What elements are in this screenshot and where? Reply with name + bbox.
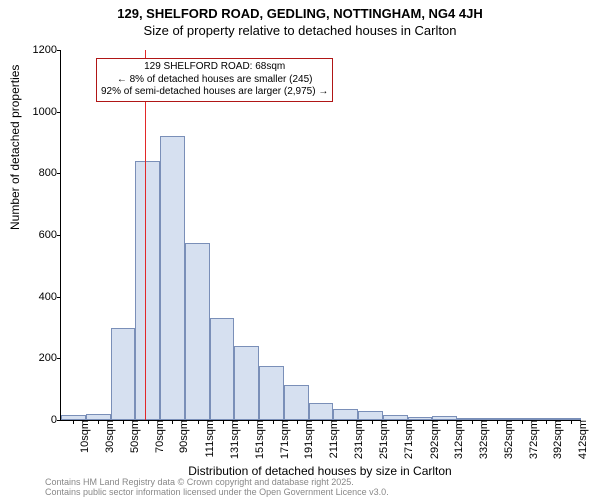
xtick-mark — [198, 420, 199, 424]
y-axis-label: Number of detached properties — [8, 65, 22, 230]
xtick-mark — [297, 420, 298, 424]
xtick-mark — [397, 420, 398, 424]
histogram-bar — [482, 418, 507, 420]
xtick-mark — [172, 420, 173, 424]
xtick-mark — [322, 420, 323, 424]
xtick-label: 412sqm — [575, 420, 589, 459]
annotation-line-2: ← 8% of detached houses are smaller (245… — [101, 74, 328, 87]
xtick-label: 30sqm — [102, 420, 116, 453]
x-axis-label: Distribution of detached houses by size … — [60, 464, 580, 478]
xtick-label: 251sqm — [376, 420, 390, 459]
histogram-bar — [160, 136, 185, 420]
xtick-label: 231sqm — [351, 420, 365, 459]
xtick-label: 352sqm — [501, 420, 515, 459]
xtick-label: 70sqm — [152, 420, 166, 453]
xtick-label: 10sqm — [77, 420, 91, 453]
histogram-bar — [309, 403, 334, 420]
footer-attribution: Contains HM Land Registry data © Crown c… — [45, 478, 389, 498]
histogram-bar — [259, 366, 284, 420]
xtick-label: 312sqm — [451, 420, 465, 459]
histogram-bar — [333, 409, 358, 420]
histogram-bar — [185, 243, 210, 420]
xtick-mark — [273, 420, 274, 424]
xtick-label: 211sqm — [326, 420, 340, 458]
histogram-bar — [61, 415, 86, 420]
histogram-bar — [284, 385, 309, 420]
ytick-label: 400 — [39, 291, 61, 303]
xtick-mark — [148, 420, 149, 424]
histogram-bar — [507, 418, 532, 420]
histogram-bar — [210, 318, 235, 420]
histogram-bar — [358, 411, 383, 420]
xtick-mark — [472, 420, 473, 424]
xtick-mark — [447, 420, 448, 424]
xtick-label: 151sqm — [252, 420, 266, 459]
xtick-label: 90sqm — [176, 420, 190, 453]
xtick-mark — [423, 420, 424, 424]
xtick-mark — [571, 420, 572, 424]
xtick-label: 292sqm — [427, 420, 441, 459]
xtick-mark — [372, 420, 373, 424]
histogram-bar — [111, 328, 136, 421]
xtick-label: 50sqm — [127, 420, 141, 453]
annotation-callout: 129 SHELFORD ROAD: 68sqm← 8% of detached… — [96, 58, 333, 102]
xtick-label: 271sqm — [401, 420, 415, 459]
ytick-label: 1200 — [33, 44, 61, 56]
xtick-mark — [98, 420, 99, 424]
xtick-mark — [546, 420, 547, 424]
ytick-label: 200 — [39, 352, 61, 364]
xtick-mark — [347, 420, 348, 424]
histogram-bar — [135, 161, 160, 420]
property-marker-line — [145, 50, 146, 420]
xtick-label: 332sqm — [476, 420, 490, 459]
xtick-mark — [522, 420, 523, 424]
annotation-line-1: 129 SHELFORD ROAD: 68sqm — [101, 61, 328, 74]
xtick-mark — [73, 420, 74, 424]
xtick-label: 372sqm — [526, 420, 540, 459]
ytick-label: 800 — [39, 167, 61, 179]
footer-line-2: Contains public sector information licen… — [45, 488, 389, 498]
xtick-label: 392sqm — [550, 420, 564, 459]
xtick-label: 191sqm — [301, 420, 315, 459]
histogram-bar — [234, 346, 259, 420]
xtick-mark — [248, 420, 249, 424]
ytick-label: 0 — [51, 414, 61, 426]
xtick-label: 111sqm — [202, 420, 216, 458]
ytick-label: 1000 — [33, 106, 61, 118]
xtick-label: 131sqm — [227, 420, 241, 459]
annotation-line-3: 92% of semi-detached houses are larger (… — [101, 86, 328, 99]
xtick-mark — [497, 420, 498, 424]
title-line-2: Size of property relative to detached ho… — [0, 21, 600, 38]
histogram-bar — [86, 414, 111, 420]
ytick-label: 600 — [39, 229, 61, 241]
xtick-label: 171sqm — [277, 420, 291, 459]
histogram-bar — [556, 418, 581, 420]
histogram-bar — [383, 415, 408, 420]
plot-area: 02004006008001000120010sqm30sqm50sqm70sq… — [60, 50, 581, 421]
xtick-mark — [123, 420, 124, 424]
histogram-bar — [432, 416, 457, 420]
xtick-mark — [223, 420, 224, 424]
title-line-1: 129, SHELFORD ROAD, GEDLING, NOTTINGHAM,… — [0, 0, 600, 21]
histogram-bar — [408, 417, 433, 420]
chart-container: 129, SHELFORD ROAD, GEDLING, NOTTINGHAM,… — [0, 0, 600, 500]
histogram-bar — [531, 418, 556, 420]
histogram-bar — [457, 418, 482, 420]
